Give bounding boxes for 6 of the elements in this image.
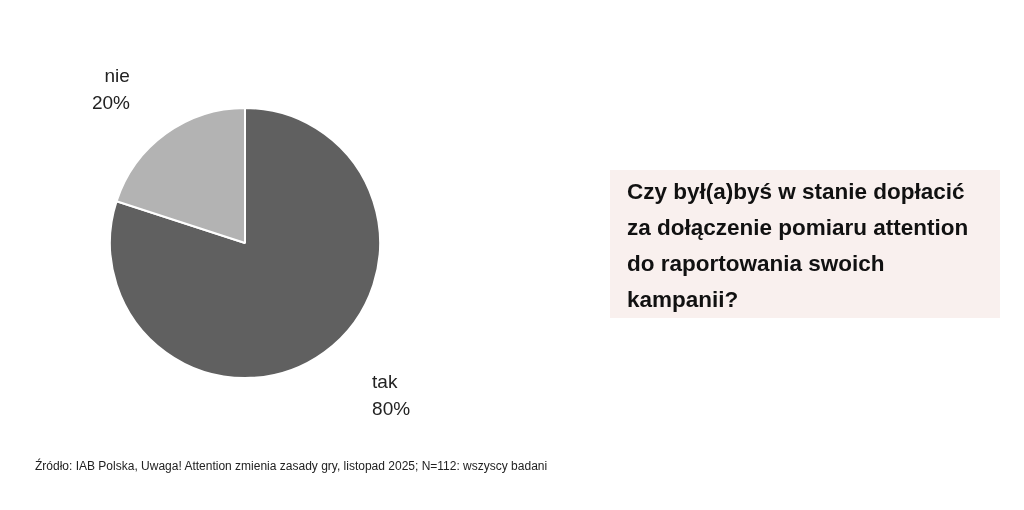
data-label: 20% <box>91 91 131 113</box>
text: Czy był(a)byś w stanie dopłacić za dołączenie pomiaru attention do raportowania swoich kampanii? <box>610 170 1000 318</box>
slice-label: nie <box>104 64 130 86</box>
slice-label: tak <box>372 370 398 392</box>
data-label: 80% <box>372 397 411 419</box>
text: Źródło: IAB Polska, Uwaga! Attention zmienia zasady gry, listopad 2025; N=112: wszyscy badani <box>35 459 548 473</box>
